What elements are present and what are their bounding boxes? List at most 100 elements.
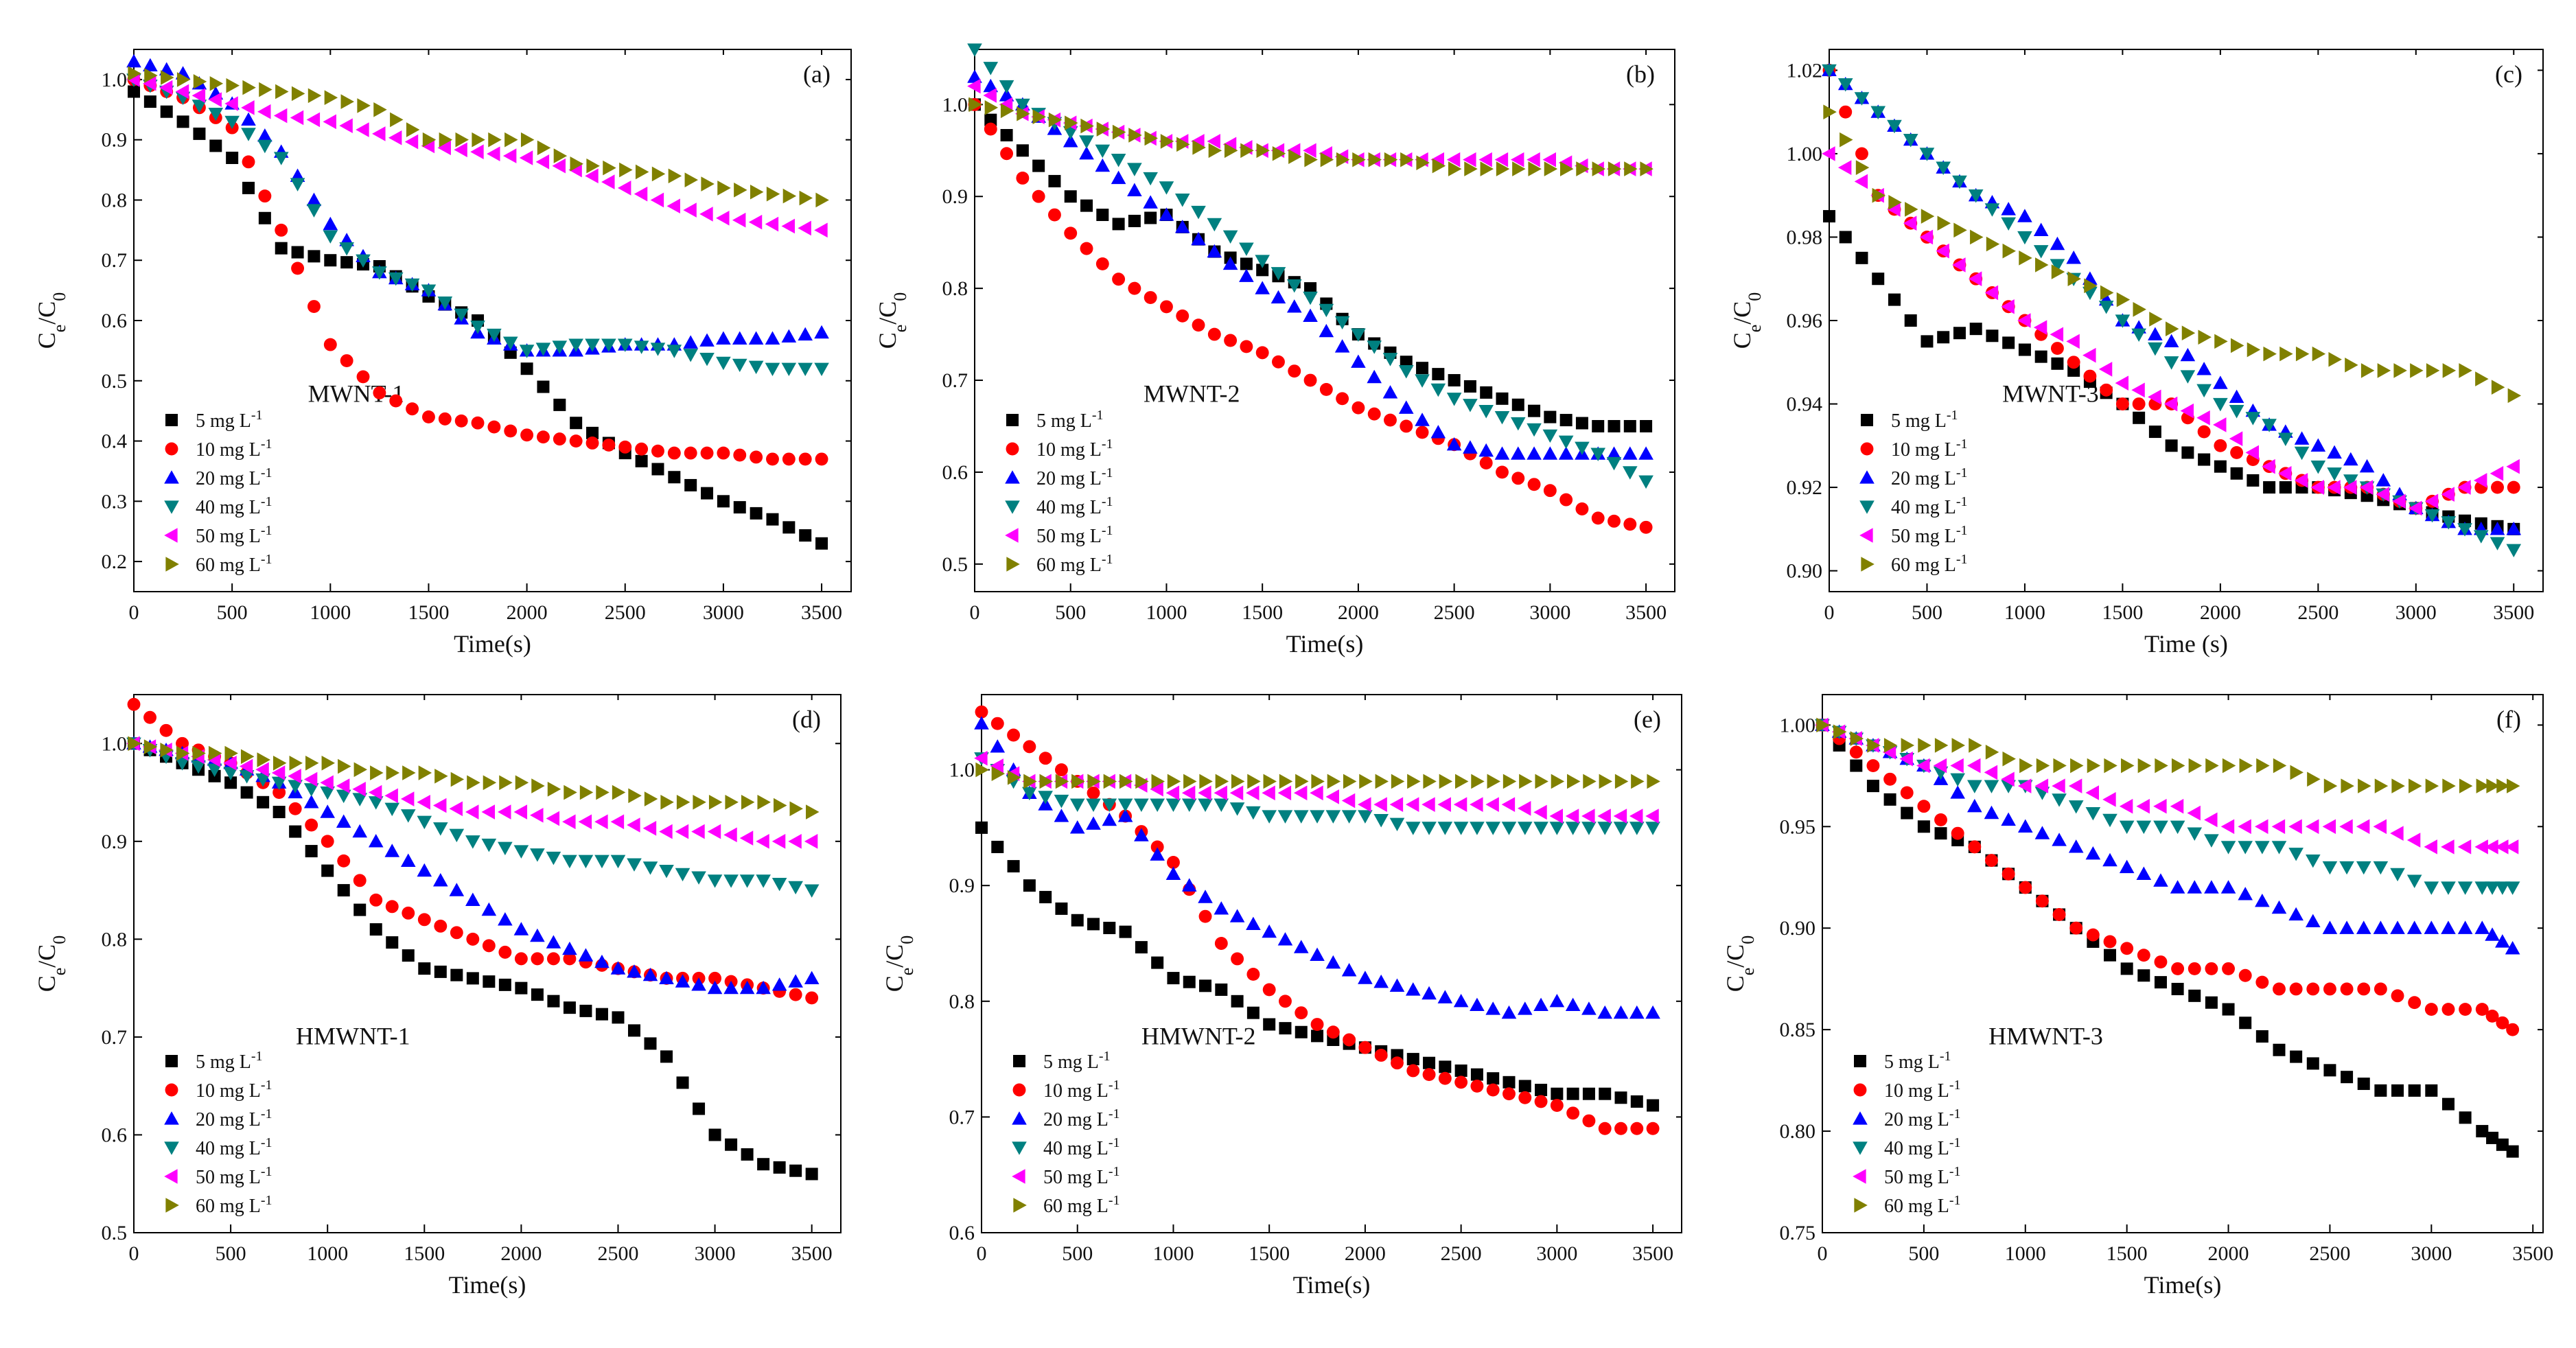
data-point	[519, 150, 533, 165]
data-point	[1986, 236, 2000, 252]
legend-item: 50 mg L-1	[164, 523, 272, 547]
legend-marker	[165, 1198, 179, 1213]
data-point	[466, 932, 480, 946]
data-point	[717, 181, 731, 196]
data-point	[2115, 314, 2131, 328]
data-point	[2019, 251, 2032, 266]
data-point	[594, 855, 610, 869]
data-point	[1063, 126, 1078, 140]
data-point	[1903, 216, 1917, 231]
data-point	[1405, 822, 1421, 835]
data-point	[1384, 152, 1398, 167]
data-point	[1542, 429, 1558, 443]
series-40-mg-l	[974, 752, 1660, 835]
data-point	[2406, 833, 2421, 848]
data-point	[1032, 109, 1046, 124]
data-point	[1517, 1001, 1533, 1015]
legend-item: 60 mg L-1	[1861, 552, 1968, 576]
data-point	[2050, 259, 2065, 272]
data-point	[1415, 374, 1430, 388]
data-point	[2001, 202, 2016, 216]
data-point	[422, 410, 435, 423]
data-point	[1953, 327, 1966, 340]
data-point	[635, 442, 649, 456]
data-point	[1135, 774, 1149, 789]
legend-marker	[165, 442, 178, 456]
legend-item: 5 mg L-1	[165, 1049, 263, 1073]
x-tick-label: 1000	[2004, 601, 2045, 624]
data-point	[1613, 809, 1627, 824]
data-point	[1970, 229, 1984, 245]
data-point	[1272, 355, 1285, 369]
data-point	[578, 814, 592, 830]
data-point	[1950, 758, 1964, 774]
data-point	[255, 762, 269, 778]
data-point	[798, 362, 813, 377]
data-point	[2102, 792, 2116, 807]
data-point	[1501, 797, 1516, 812]
data-point	[2220, 841, 2236, 855]
data-point	[2424, 920, 2439, 934]
legend-label: 5 mg L-1	[196, 1049, 263, 1073]
plot-frame	[974, 49, 1675, 592]
data-point	[1967, 780, 1982, 793]
data-point	[1527, 446, 1542, 460]
data-point	[1478, 443, 1494, 457]
data-point	[275, 223, 288, 237]
data-point	[450, 771, 465, 787]
data-point	[650, 192, 664, 208]
legend-item: 50 mg L-1	[1012, 1164, 1120, 1188]
data-point	[488, 132, 502, 148]
data-point	[1544, 410, 1557, 423]
data-point	[1016, 172, 1030, 185]
data-point	[400, 853, 416, 867]
y-tick-label: 1.0	[102, 732, 128, 755]
legend-item: 60 mg L-1	[165, 1193, 272, 1217]
data-point	[2341, 778, 2354, 793]
data-point	[470, 144, 484, 160]
data-point	[1528, 404, 1541, 417]
data-point	[2017, 231, 2032, 245]
data-point	[240, 786, 253, 799]
y-tick-label: 0.5	[102, 1222, 128, 1244]
data-point	[1277, 810, 1293, 824]
data-point	[1496, 465, 1509, 479]
data-point	[1422, 797, 1435, 812]
data-point	[2507, 388, 2522, 404]
data-point	[1373, 797, 1387, 812]
data-point	[2036, 758, 2050, 774]
data-point	[1502, 1076, 1516, 1089]
data-point	[586, 426, 599, 439]
data-point	[1527, 478, 1541, 491]
series-60-mg-l	[128, 736, 820, 820]
data-point	[372, 126, 386, 141]
data-point	[437, 140, 451, 156]
data-point	[402, 906, 415, 920]
data-point	[1882, 745, 1896, 760]
data-point	[2322, 920, 2338, 934]
data-point	[1933, 758, 1947, 774]
data-point	[1899, 751, 1913, 767]
data-point	[1176, 309, 1190, 323]
data-point	[257, 104, 271, 119]
data-point	[1065, 115, 1078, 130]
data-point	[1822, 146, 1835, 161]
data-point	[192, 745, 206, 761]
data-point	[2486, 778, 2500, 793]
data-point	[370, 765, 384, 780]
data-point	[174, 757, 190, 771]
data-point	[498, 912, 513, 926]
data-point	[2154, 955, 2168, 968]
data-point	[1837, 78, 1853, 92]
data-point	[1277, 932, 1293, 946]
data-point	[2153, 820, 2168, 835]
data-point	[502, 148, 517, 163]
data-point	[1870, 106, 1886, 119]
data-point	[1517, 822, 1533, 835]
data-point	[1446, 152, 1461, 167]
data-point	[1192, 140, 1206, 155]
data-point	[1534, 1095, 1548, 1108]
data-point	[2358, 778, 2371, 793]
data-point	[771, 834, 786, 849]
data-point	[1423, 774, 1437, 789]
